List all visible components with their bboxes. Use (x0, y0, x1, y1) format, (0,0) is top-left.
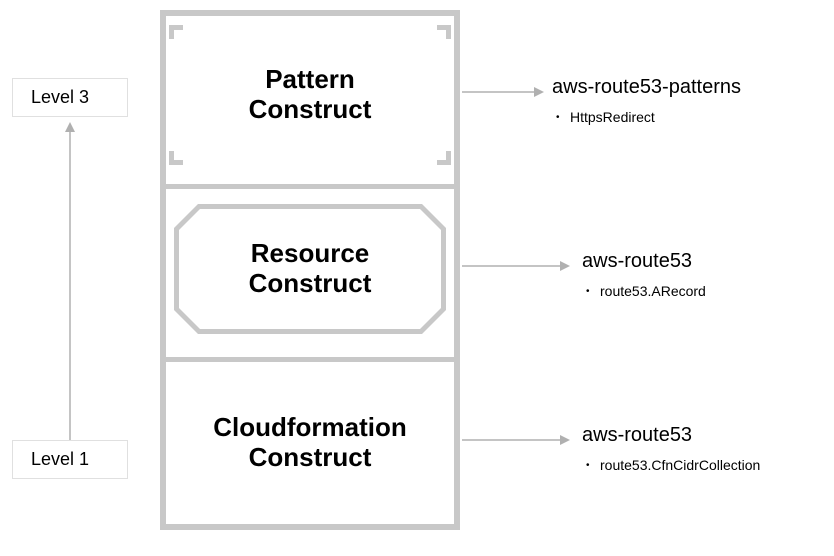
cloudformation-right-label: aws-route53 route53.CfnCidrCollection (582, 424, 760, 473)
divider-1 (166, 184, 454, 189)
pattern-right-title: aws-route53-patterns (552, 76, 741, 99)
resource-arrow (462, 261, 570, 271)
bracket-corner-icon (437, 25, 451, 39)
level-arrow-line (65, 122, 75, 440)
pattern-right-bullet: HttpsRedirect (552, 109, 741, 125)
resource-construct-box: Resource Construct (174, 204, 446, 334)
bracket-corner-icon (437, 151, 451, 165)
resource-right-bullet: route53.ARecord (582, 283, 706, 299)
construct-stack-container: Pattern Construct Resource Construct Clo… (160, 10, 460, 530)
cloudformation-right-bullet: route53.CfnCidrCollection (582, 457, 760, 473)
resource-right-label: aws-route53 route53.ARecord (582, 250, 706, 299)
cloudformation-arrow (462, 435, 570, 445)
pattern-line1: Pattern (265, 65, 355, 95)
cloudformation-line2: Construct (249, 443, 372, 473)
bracket-corner-icon (169, 151, 183, 165)
cloudformation-right-title: aws-route53 (582, 424, 760, 447)
cloudformation-line1: Cloudformation (213, 413, 407, 443)
cloudformation-construct-box: Cloudformation Construct (174, 378, 446, 508)
resource-right-title: aws-route53 (582, 250, 706, 273)
pattern-line2: Construct (249, 95, 372, 125)
resource-construct-inner: Resource Construct (179, 209, 441, 329)
resource-line1: Resource (251, 239, 370, 269)
bracket-corner-icon (169, 25, 183, 39)
pattern-right-label: aws-route53-patterns HttpsRedirect (552, 76, 741, 125)
resource-line2: Construct (249, 269, 372, 299)
pattern-construct-box: Pattern Construct (174, 30, 446, 160)
pattern-arrow (462, 87, 544, 97)
divider-2 (166, 357, 454, 362)
